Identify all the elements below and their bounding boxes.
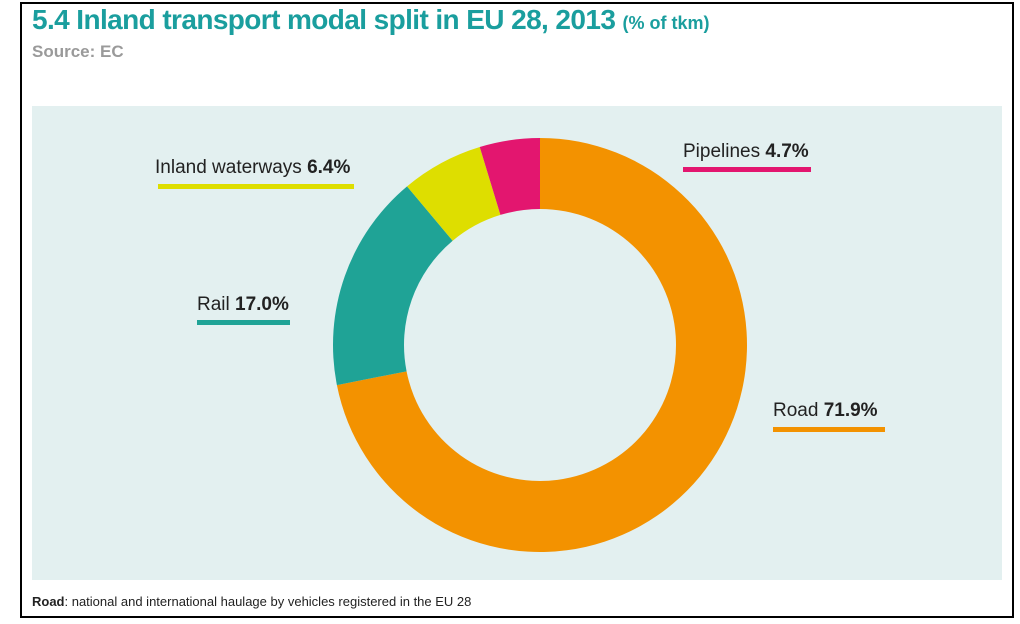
label-rail: Rail 17.0% bbox=[197, 294, 289, 316]
slice-inland-waterways bbox=[407, 146, 501, 241]
label-rail-value: 17.0% bbox=[235, 294, 289, 315]
label-road-value: 71.9% bbox=[823, 400, 878, 421]
label-road-name: Road bbox=[773, 400, 819, 421]
leader-inland-waterways bbox=[158, 184, 354, 189]
label-road: Road 71.9% bbox=[773, 400, 878, 422]
label-rail-name: Rail bbox=[197, 294, 230, 315]
footnote-text: : national and international haulage by … bbox=[64, 594, 472, 609]
leader-pipelines bbox=[683, 167, 811, 172]
label-inland-waterways: Inland waterways 6.4% bbox=[155, 157, 350, 179]
chart-source: Source: EC bbox=[32, 42, 124, 61]
footnote: Road: national and international haulage… bbox=[32, 594, 471, 609]
label-waterways-value: 6.4% bbox=[307, 157, 351, 178]
slice-rail bbox=[333, 186, 453, 386]
slice-pipelines bbox=[479, 138, 540, 215]
label-waterways-name: Inland waterways bbox=[155, 157, 302, 178]
footnote-term: Road bbox=[32, 594, 65, 609]
label-pipelines-name: Pipelines bbox=[683, 141, 761, 162]
leader-rail bbox=[197, 320, 290, 325]
label-pipelines: Pipelines 4.7% bbox=[683, 141, 809, 163]
leader-road bbox=[773, 427, 885, 432]
slice-road bbox=[336, 138, 747, 552]
chart-title: 5.4 Inland transport modal split in EU 2… bbox=[32, 4, 710, 36]
title-unit: (% of tkm) bbox=[622, 13, 710, 33]
label-pipelines-value: 4.7% bbox=[765, 141, 809, 162]
title-main: 5.4 Inland transport modal split in EU 2… bbox=[32, 4, 616, 35]
